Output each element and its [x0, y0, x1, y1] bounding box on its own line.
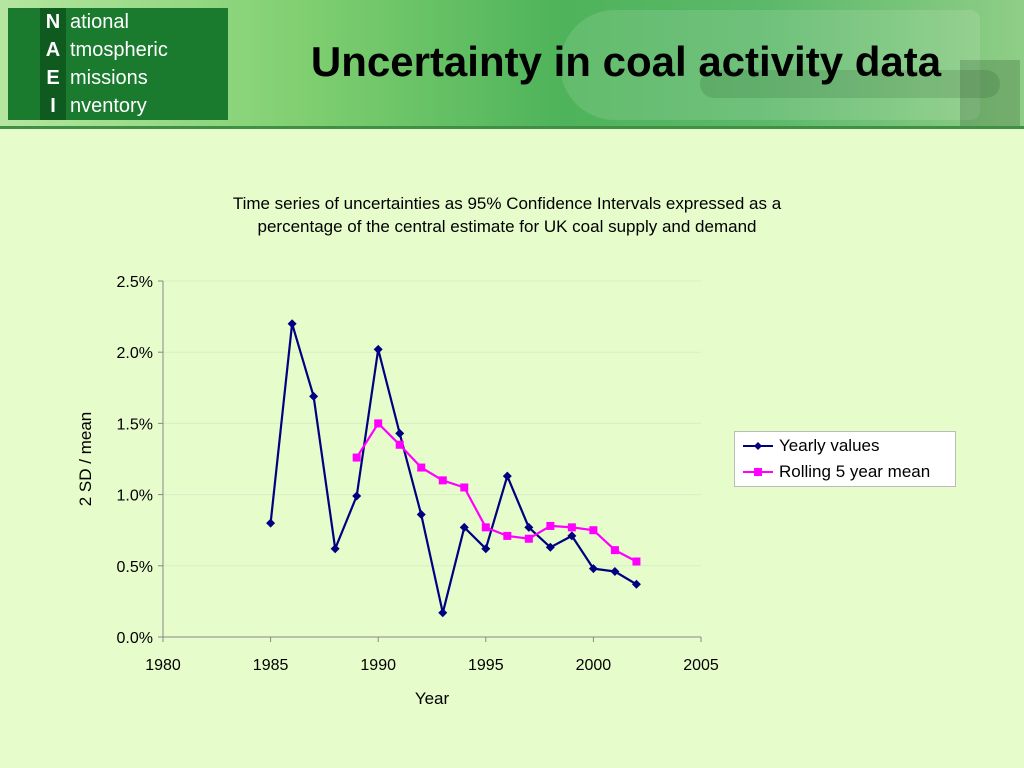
y-tick-label: 2.0% [117, 345, 153, 362]
data-point-yearly [352, 491, 362, 501]
data-point-yearly [459, 522, 469, 532]
chart-title-line: percentage of the central estimate for U… [257, 217, 757, 236]
data-point-rolling [632, 557, 641, 566]
y-tick-label: 2.5% [117, 274, 153, 291]
data-point-rolling [374, 419, 383, 428]
data-point-rolling [503, 531, 512, 540]
data-point-yearly [395, 428, 405, 438]
data-point-yearly [588, 564, 598, 574]
logo-row: A tmospheric [8, 36, 228, 64]
legend-swatch-yearly [743, 442, 773, 450]
chart-title: Time series of uncertainties as 95% Conf… [160, 192, 854, 238]
y-axis-label: 2 SD / mean [76, 412, 95, 507]
banner-decoration [700, 70, 1000, 98]
y-tick-label: 0.0% [117, 630, 153, 647]
x-tick-label: 2005 [683, 657, 719, 674]
legend-swatch-rolling [743, 468, 773, 476]
data-point-yearly [438, 608, 448, 618]
header-banner: N ational A tmospheric E missions I nven… [0, 0, 1024, 129]
y-tick-label: 0.5% [117, 559, 153, 576]
data-point-yearly [416, 510, 426, 520]
x-tick-label: 1980 [145, 657, 181, 674]
data-point-yearly [481, 544, 491, 554]
data-point-rolling [481, 523, 490, 532]
x-tick-label: 1990 [360, 657, 396, 674]
data-point-yearly [309, 391, 319, 401]
data-point-rolling [610, 546, 619, 555]
logo-row: N ational [8, 8, 228, 36]
legend-label: Rolling 5 year mean [779, 462, 931, 481]
x-tick-label: 2000 [576, 657, 612, 674]
logo-letter: A [40, 36, 66, 64]
data-point-rolling [546, 521, 555, 530]
data-point-yearly [266, 518, 276, 528]
slide-title: Uncertainty in coal activity data [310, 38, 942, 85]
y-tick-label: 1.5% [117, 416, 153, 433]
logo-letter: N [40, 8, 66, 36]
y-tick-label: 1.0% [117, 488, 153, 505]
data-point-rolling [438, 476, 447, 485]
data-point-rolling [460, 483, 469, 492]
logo-row: E missions [8, 64, 228, 92]
x-tick-label: 1995 [468, 657, 504, 674]
data-point-rolling [395, 440, 404, 449]
series-line-yearly [269, 322, 637, 614]
naei-logo: N ational A tmospheric E missions I nven… [8, 8, 228, 120]
data-point-rolling [589, 526, 598, 535]
data-point-yearly [610, 566, 620, 576]
data-point-yearly [502, 471, 512, 481]
banner-decoration [560, 10, 980, 120]
data-point-yearly [545, 542, 555, 552]
data-point-yearly [524, 522, 534, 532]
data-point-rolling [524, 534, 533, 543]
logo-word: nventory [70, 95, 147, 117]
logo-word: tmospheric [70, 39, 168, 61]
logo-letter: I [40, 92, 66, 120]
data-point-rolling [352, 453, 361, 462]
logo-word: ational [70, 11, 129, 33]
data-point-yearly [287, 319, 297, 329]
legend-label: Yearly values [779, 436, 880, 455]
data-point-rolling [417, 463, 426, 472]
banner-decoration [960, 60, 1020, 126]
legend-item-rolling: Rolling 5 year mean [741, 460, 953, 484]
logo-row: I nventory [8, 92, 228, 120]
chart-title-line: Time series of uncertainties as 95% Conf… [232, 194, 782, 213]
data-point-yearly [631, 579, 641, 589]
data-point-rolling [567, 523, 576, 532]
x-tick-label: 1985 [253, 657, 289, 674]
chart-legend: Yearly values Rolling 5 year mean [734, 431, 956, 487]
logo-word: missions [70, 67, 148, 89]
data-point-yearly [330, 544, 340, 554]
legend-item-yearly: Yearly values [741, 434, 953, 458]
data-point-yearly [567, 531, 577, 541]
data-point-yearly [373, 344, 383, 354]
x-axis-label: Year [415, 689, 450, 708]
logo-letter: E [40, 64, 66, 92]
